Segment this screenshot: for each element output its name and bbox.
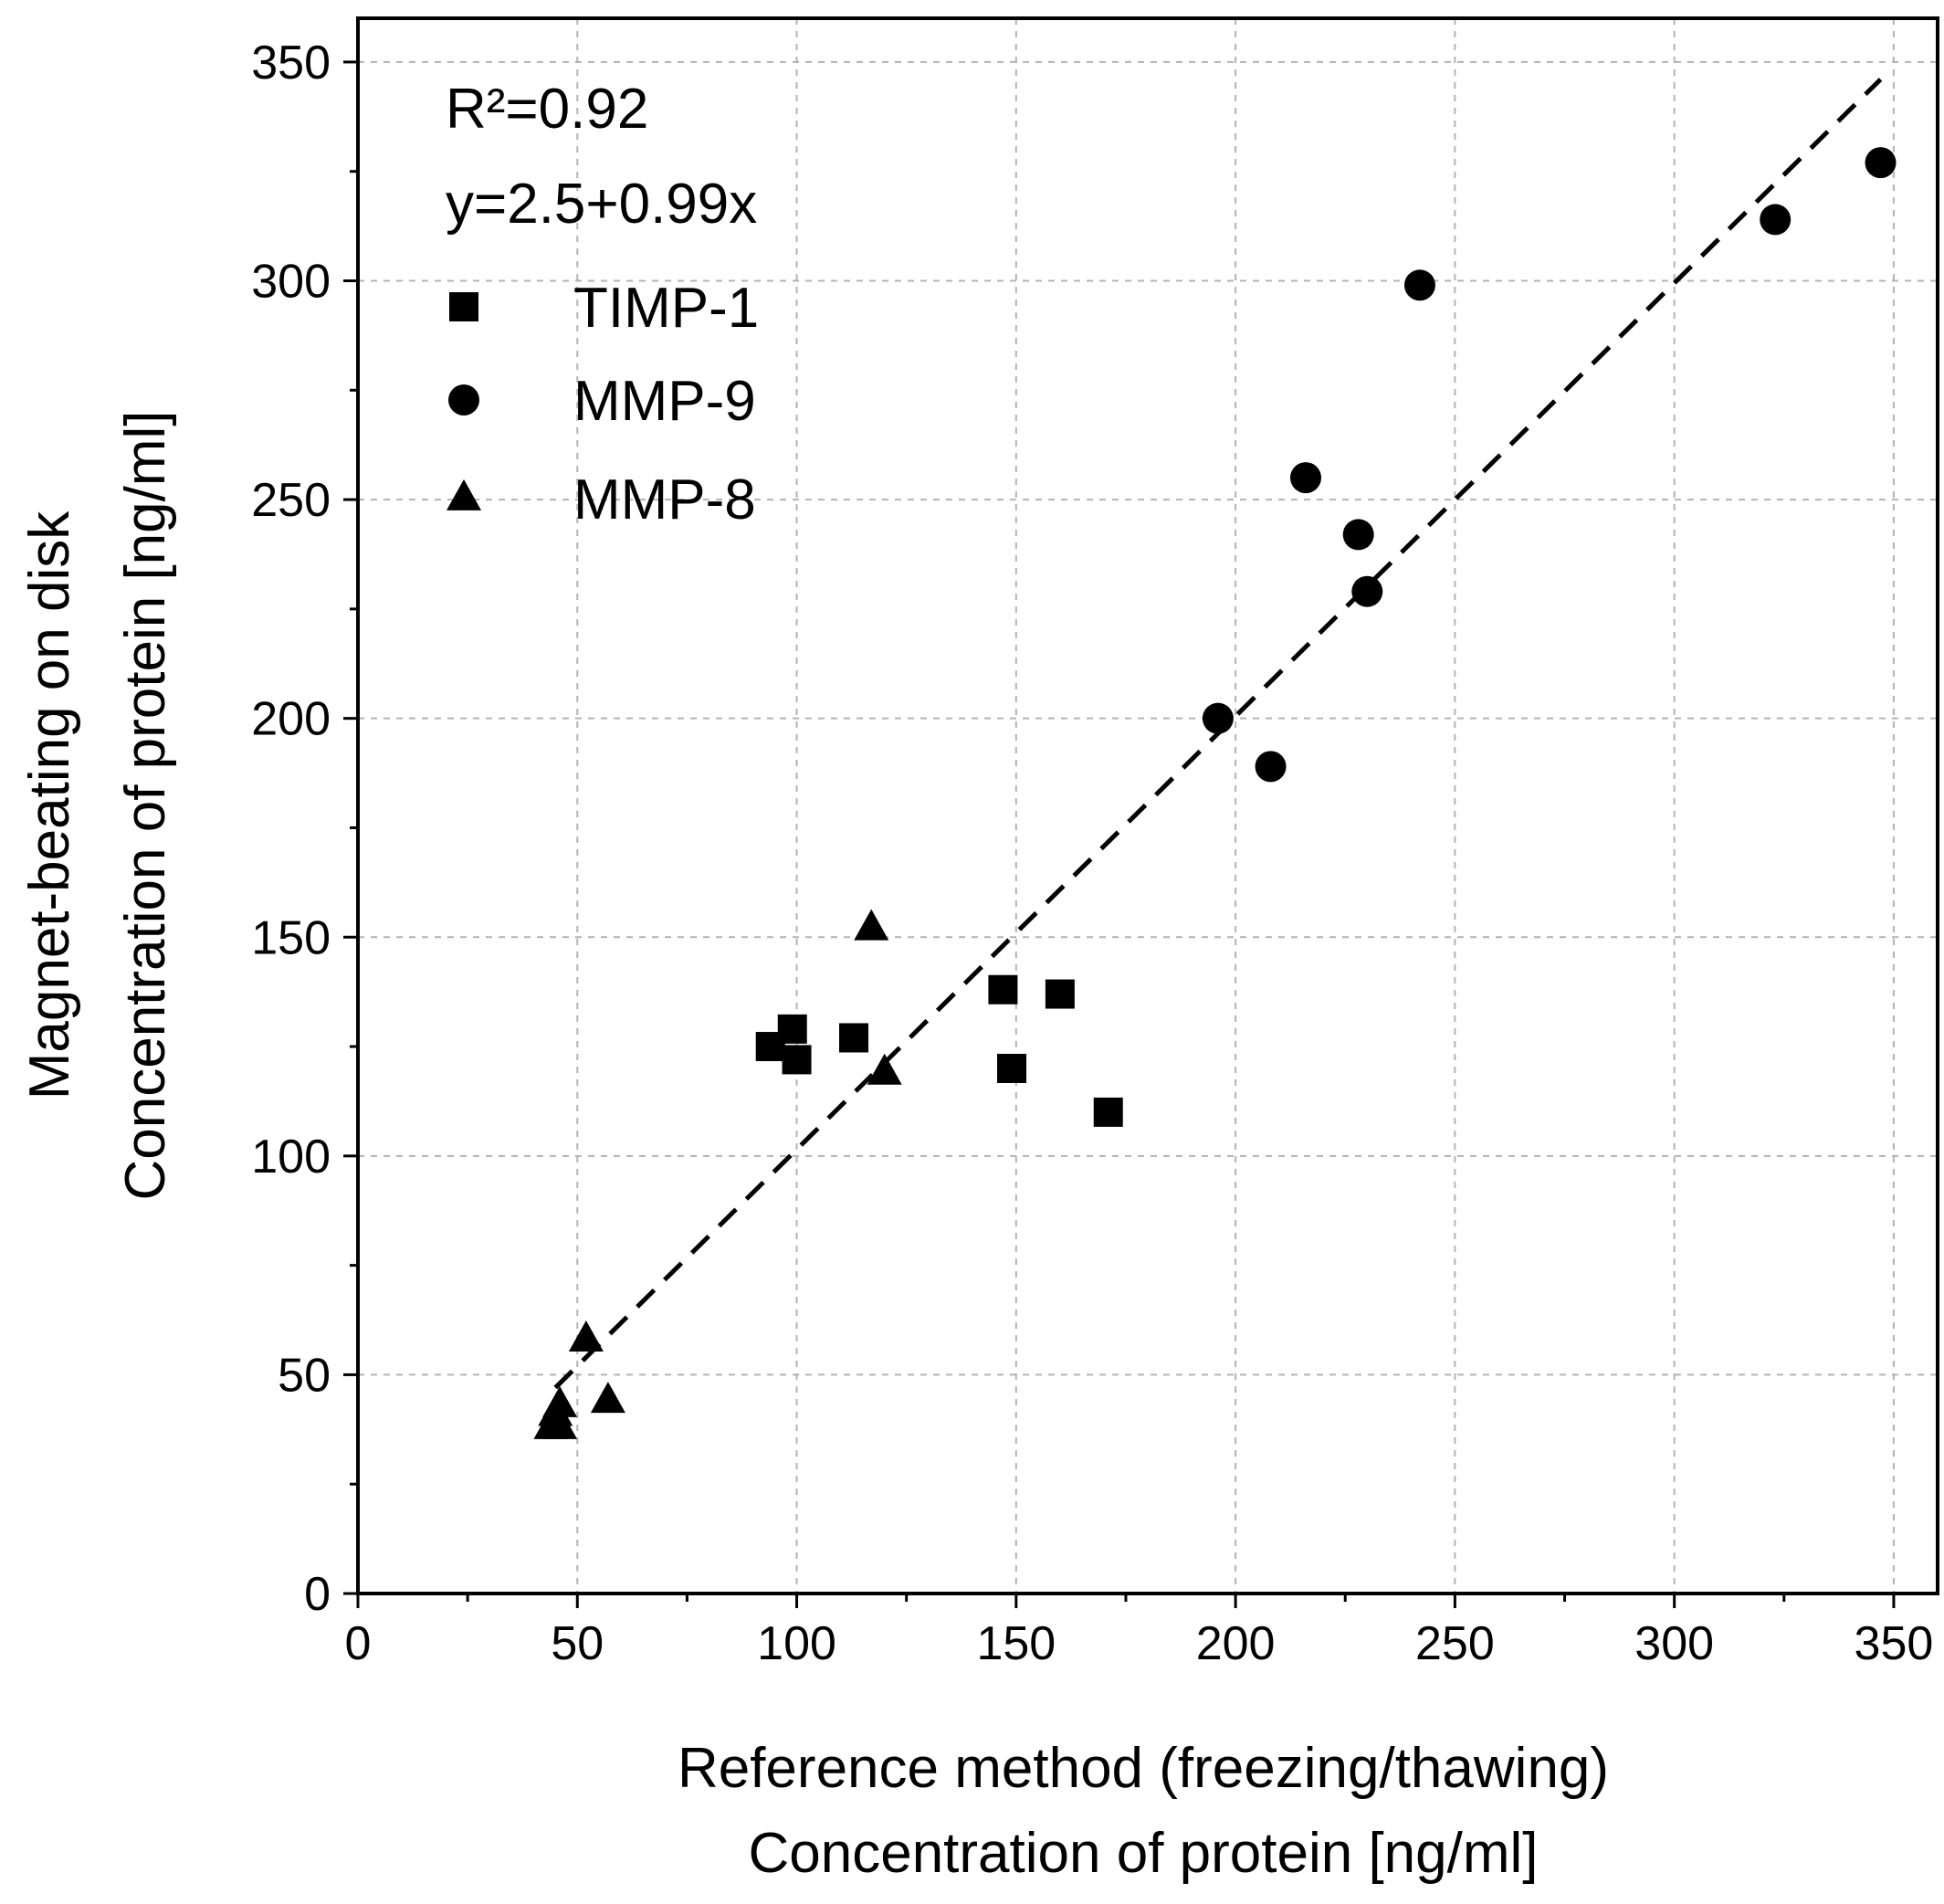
y-tick-label: 100 [251, 1131, 331, 1183]
data-point-mmp-8 [854, 909, 889, 941]
data-point-timp-1 [777, 1014, 807, 1044]
y-axis-label-line2: Concentration of protein [ng/ml] [114, 410, 177, 1200]
data-point-mmp-9 [1202, 702, 1234, 734]
data-point-mmp-9 [1255, 751, 1287, 783]
data-point-timp-1 [782, 1045, 812, 1075]
x-tick-label: 200 [1196, 1617, 1276, 1670]
x-tick-label: 250 [1415, 1617, 1495, 1670]
y-tick-label: 150 [251, 911, 331, 964]
y-tick-label: 200 [251, 693, 331, 746]
data-point-timp-1 [997, 1054, 1027, 1083]
data-point-timp-1 [988, 974, 1018, 1005]
data-point-mmp-9 [1290, 462, 1321, 494]
y-tick-label: 350 [251, 37, 331, 89]
r-squared-annotation: R²=0.92 [446, 78, 648, 141]
data-point-mmp-9 [1760, 204, 1792, 236]
data-point-mmp-9 [1403, 269, 1435, 301]
legend-label-mmp-8: MMP-8 [573, 468, 756, 531]
x-tick-label: 350 [1855, 1617, 1934, 1670]
x-tick-label: 50 [551, 1617, 604, 1670]
y-tick-label: 0 [304, 1568, 331, 1621]
data-markers [533, 147, 1897, 1439]
x-axis-label-line2: Concentration of protein [ng/ml] [748, 1822, 1538, 1885]
data-point-mmp-8 [867, 1053, 902, 1085]
x-tick-label: 150 [976, 1617, 1056, 1670]
y-tick-label: 250 [251, 474, 331, 527]
data-point-mmp-8 [542, 1385, 578, 1417]
data-point-mmp-9 [1342, 519, 1374, 551]
legend-marker-timp-1 [449, 292, 478, 321]
legend-marker-mmp-9 [448, 384, 479, 416]
annotations: R²=0.92 y=2.5+0.99x [446, 78, 757, 236]
data-point-timp-1 [1045, 979, 1075, 1009]
legend-label-timp-1: TIMP-1 [573, 277, 759, 340]
data-point-timp-1 [839, 1023, 869, 1053]
legend: TIMP-1 MMP-9 MMP-8 [447, 277, 759, 531]
y-tick-label: 50 [278, 1349, 331, 1402]
plot-frame [356, 16, 1939, 1595]
fit-equation-annotation: y=2.5+0.99x [446, 173, 757, 236]
data-point-mmp-8 [590, 1382, 625, 1414]
legend-markers [447, 292, 481, 510]
data-point-mmp-9 [1865, 147, 1897, 179]
legend-marker-mmp-8 [447, 479, 481, 510]
x-tick-label: 100 [757, 1617, 836, 1670]
data-point-mmp-8 [568, 1320, 604, 1352]
x-tick-label: 300 [1634, 1617, 1714, 1670]
x-axis-label-line1: Reference method (freezing/thawing) [678, 1737, 1609, 1800]
data-point-mmp-9 [1351, 575, 1383, 607]
legend-label-mmp-9: MMP-9 [573, 370, 756, 433]
axis-ticks: 0 50 100 150 200 250 300 350 0 50 100 150 200 250 300 3… [251, 37, 1933, 1670]
y-axis-label-line1: Magnet-beating on disk [18, 510, 81, 1100]
x-tick-label: 0 [345, 1617, 372, 1670]
y-tick-label: 300 [251, 256, 331, 309]
data-point-timp-1 [1093, 1097, 1123, 1127]
